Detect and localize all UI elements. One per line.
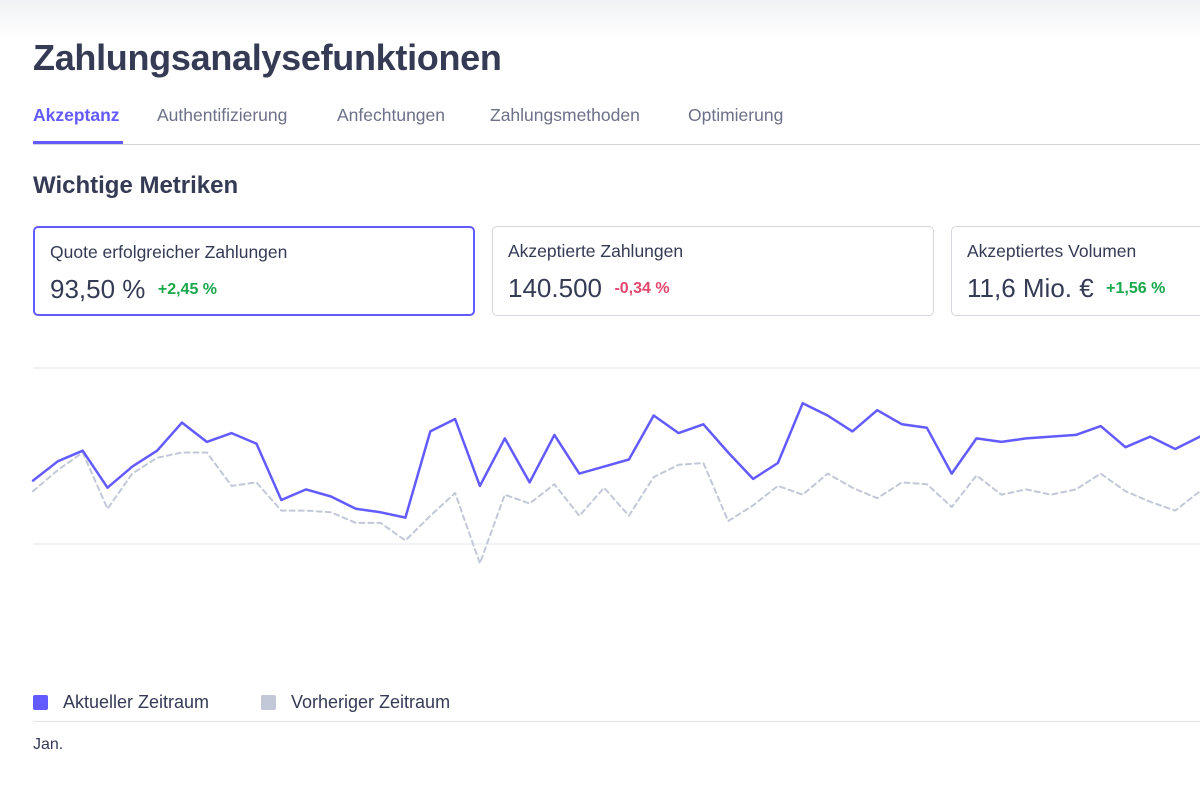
- section-title: Wichtige Metriken: [33, 172, 239, 199]
- x-axis-rule: [33, 721, 1200, 722]
- metric-card-accepted-payments[interactable]: Akzeptierte Zahlungen 140.500 -0,34 %: [492, 226, 934, 316]
- legend-label-previous: Vorheriger Zeitraum: [291, 692, 451, 712]
- metric-value: 93,50 %: [50, 274, 146, 304]
- metric-label: Akzeptiertes Volumen: [967, 241, 1137, 261]
- tab-zahlungsmethoden[interactable]: Zahlungsmethoden: [490, 105, 640, 125]
- series-layer: [31, 401, 1200, 565]
- metric-value: 140.500: [508, 273, 602, 303]
- tab-authentifizierung[interactable]: Authentifizierung: [157, 105, 288, 125]
- legend-swatch-current: [33, 695, 48, 710]
- metric-label: Akzeptierte Zahlungen: [508, 241, 684, 261]
- x-axis-tick-label: Jan.: [33, 736, 64, 753]
- tab-akzeptanz[interactable]: Akzeptanz: [33, 105, 120, 125]
- top-shade: [0, 0, 1200, 40]
- page-title: Zahlungsanalysefunktionen: [33, 37, 502, 78]
- series-line-current-period: [31, 401, 1200, 519]
- active-tab-indicator: [33, 141, 123, 144]
- tab-bar: Akzeptanz Authentifizierung Anfechtungen…: [33, 102, 1200, 145]
- series-line-previous-period: [32, 451, 1200, 565]
- tab-anfechtungen[interactable]: Anfechtungen: [337, 105, 446, 125]
- tab-optimierung[interactable]: Optimierung: [688, 105, 784, 125]
- metric-value-row: 93,50 % +2,45 %: [50, 274, 217, 305]
- legend-label-current: Aktueller Zeitraum: [63, 692, 210, 712]
- metric-delta-badge: +1,56 %: [1106, 279, 1166, 297]
- metric-delta-badge: -0,34 %: [614, 279, 670, 297]
- metric-card-accepted-volume[interactable]: Akzeptiertes Volumen 11,6 Mio. € +1,56 %: [951, 226, 1200, 316]
- legend-swatch-previous: [261, 695, 276, 710]
- metric-delta-badge: +2,45 %: [157, 280, 218, 298]
- metric-value: 11,6 Mio. €: [967, 273, 1094, 303]
- grid-lines: [33, 367, 1200, 545]
- metric-card-success-rate[interactable]: Quote erfolgreicher Zahlungen 93,50 % +2…: [33, 226, 475, 316]
- metric-label: Quote erfolgreicher Zahlungen: [50, 242, 288, 262]
- metric-value-row: 11,6 Mio. € +1,56 %: [967, 273, 1165, 304]
- metric-value-row: 140.500 -0,34 %: [508, 273, 670, 304]
